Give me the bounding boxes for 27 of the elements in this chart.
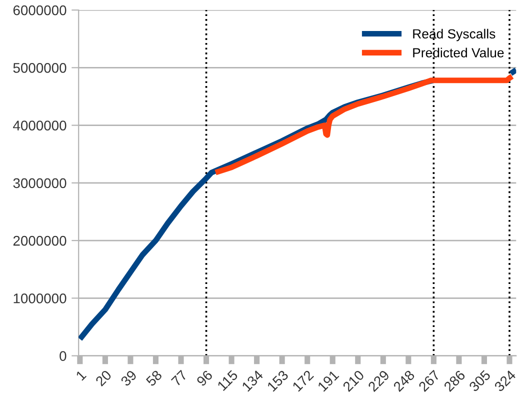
- x-tick-label: 20: [95, 370, 112, 387]
- x-tick-label: 286: [443, 370, 466, 392]
- x-tick-label: 324: [494, 370, 516, 392]
- x-tick-label: 191: [317, 370, 340, 392]
- x-tick-label: 229: [368, 370, 390, 392]
- y-tick-label: 2000000: [13, 236, 66, 246]
- y-tick-label: 6000000: [13, 5, 66, 16]
- x-tick-label: 96: [196, 370, 214, 387]
- y-tick-label: 1000000: [14, 293, 66, 304]
- y-tick-label: 3000000: [13, 178, 66, 188]
- legend-label: Predicted Value: [413, 48, 504, 58]
- x-tick-label: 305: [468, 370, 492, 392]
- x-tick-label: 39: [120, 370, 138, 387]
- x-tick-label: 172: [292, 370, 314, 392]
- legend-label: Read Syscalls: [413, 28, 496, 42]
- x-tick-label: 58: [145, 370, 163, 387]
- x-tick-label: 1: [76, 370, 87, 381]
- x-tick-label: 210: [342, 370, 365, 392]
- x-tick-label: 77: [170, 370, 188, 386]
- y-tick-label: 0: [60, 351, 66, 361]
- y-tick-label: 5000000: [13, 63, 66, 73]
- x-tick-label: 134: [241, 370, 264, 392]
- x-tick-label: 267: [418, 370, 440, 392]
- x-tick-label: 153: [266, 370, 289, 392]
- x-tick-label: 248: [392, 370, 416, 392]
- x-tick-label: 115: [216, 370, 238, 392]
- y-tick-label: 4000000: [13, 120, 66, 130]
